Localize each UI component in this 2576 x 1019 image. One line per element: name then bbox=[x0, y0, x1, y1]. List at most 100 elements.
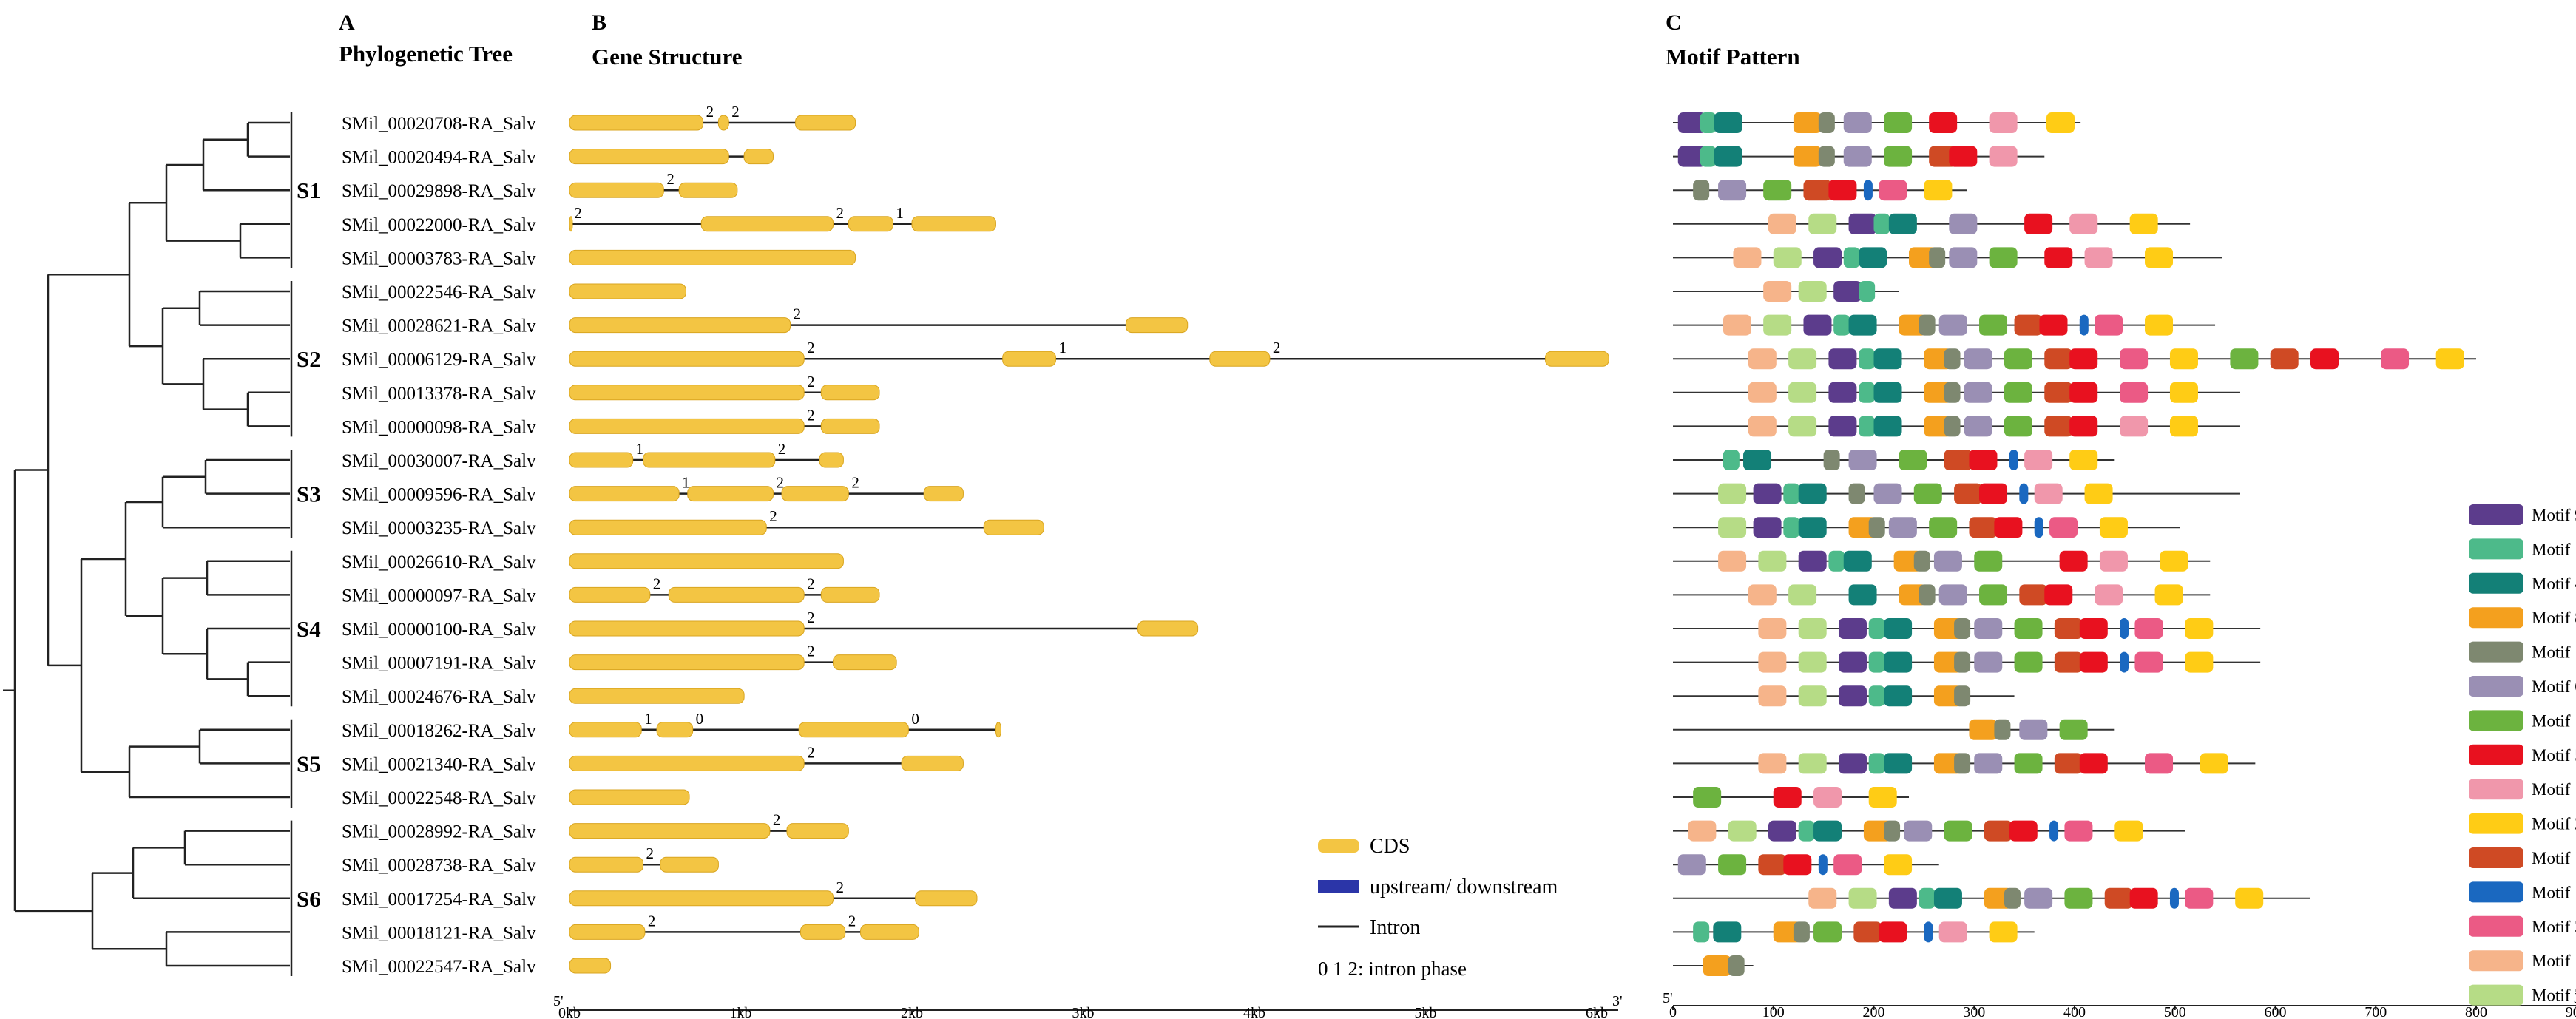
motif-7-box bbox=[1758, 550, 1787, 572]
motif-12-box bbox=[2054, 753, 2083, 774]
cds-exon bbox=[668, 586, 805, 603]
legend-motif-8-swatch bbox=[2469, 607, 2523, 629]
legend-motif-10-label: Motif 10 bbox=[2532, 952, 2576, 970]
cds-exon bbox=[795, 115, 856, 131]
legend-motif-15-label: Motif 15 bbox=[2532, 883, 2576, 901]
motif-1-box bbox=[2014, 618, 2043, 639]
cds-exon bbox=[569, 519, 767, 535]
cds-exon bbox=[743, 149, 774, 165]
motif-6-box bbox=[1718, 180, 1747, 201]
motif-1-box bbox=[1718, 854, 1747, 876]
gene-structure-legend: CDS upstream/ downstream Intron 0 1 2: i… bbox=[1318, 835, 1558, 980]
cds-exon bbox=[848, 216, 894, 232]
motif-9-box bbox=[1828, 382, 1857, 403]
motif-11-box bbox=[1693, 180, 1710, 201]
motif-2-box bbox=[2169, 382, 2198, 403]
motif-13-box bbox=[1700, 112, 1717, 133]
intron-phase: 2 bbox=[648, 912, 656, 930]
motif-1-box bbox=[1979, 314, 2008, 336]
motif-12-box bbox=[2054, 618, 2083, 639]
motif-3-box bbox=[1833, 854, 1862, 876]
motif-11-box bbox=[1994, 719, 2011, 740]
motif-7-box bbox=[1788, 584, 1817, 606]
motif-4-box bbox=[1743, 450, 1772, 470]
motif-5-box bbox=[1969, 450, 1998, 470]
motif-13-box bbox=[1859, 382, 1876, 403]
cds-exon bbox=[569, 149, 729, 165]
motif-12-box bbox=[1758, 854, 1787, 876]
motif-5-box bbox=[2129, 887, 2158, 909]
motif-2-box bbox=[2169, 348, 2198, 370]
cds-exon bbox=[915, 890, 978, 907]
motif-8-box bbox=[1793, 146, 1822, 167]
gene-axis-tick-label: 2kb bbox=[901, 1005, 923, 1019]
motif-3-box bbox=[2381, 348, 2410, 370]
motif-15-box bbox=[2049, 820, 2059, 842]
cds-exon bbox=[786, 823, 849, 839]
subfamily-brackets: S1 S2 S3 S4 S5 S6 bbox=[290, 112, 321, 976]
motif-4-box bbox=[1798, 483, 1827, 504]
motif-1-box bbox=[1884, 112, 1913, 133]
motif-7-box bbox=[1763, 314, 1792, 336]
motif-3-box bbox=[2145, 753, 2174, 774]
motif-12-box bbox=[2270, 348, 2299, 370]
legend-motif-4-swatch bbox=[2469, 572, 2523, 594]
motif-4-box bbox=[1843, 550, 1872, 572]
motif-13-box bbox=[1859, 416, 1876, 437]
motif-10-box bbox=[1718, 550, 1747, 572]
gene-axis-end: 3' bbox=[1612, 993, 1623, 1009]
cds-exon bbox=[820, 586, 880, 603]
legend-motif-14-label: Motif 14 bbox=[2532, 780, 2576, 799]
intron-phase: 2 bbox=[778, 440, 786, 458]
motif-13-box bbox=[1868, 685, 1885, 707]
intron-phase: 2 bbox=[807, 339, 815, 356]
motif-9-box bbox=[1848, 213, 1877, 234]
motif-7-box bbox=[1718, 517, 1747, 538]
motif-10-box bbox=[1758, 651, 1787, 673]
motif-5-box bbox=[1979, 483, 2008, 504]
motif-11-box bbox=[2004, 887, 2021, 909]
cds-exon bbox=[983, 519, 1044, 535]
motif-11-box bbox=[1919, 584, 1936, 606]
motif-7-box bbox=[1773, 247, 1802, 268]
motif-15-box bbox=[2120, 618, 2129, 639]
legend-motif-15-swatch bbox=[2469, 881, 2523, 903]
intron-phase: 2 bbox=[794, 305, 802, 323]
intron-phase: 2 bbox=[807, 643, 815, 660]
cds-exon bbox=[860, 924, 919, 940]
motif-4-box bbox=[1848, 584, 1877, 606]
motif-10-box bbox=[1808, 887, 1837, 909]
motif-9-box bbox=[1828, 348, 1857, 370]
motif-4-box bbox=[1873, 382, 1902, 403]
cds-exon bbox=[569, 856, 644, 873]
motif-7-box bbox=[1728, 820, 1757, 842]
cds-exon bbox=[569, 115, 704, 131]
cds-exon bbox=[1209, 351, 1271, 367]
cds-exon bbox=[569, 654, 805, 671]
motif-4-box bbox=[1798, 517, 1827, 538]
legend-motif-4-label: Motif 4 bbox=[2532, 575, 2576, 593]
motif-6-box bbox=[1974, 618, 2003, 639]
cds-exon bbox=[717, 115, 729, 131]
cds-exon bbox=[833, 654, 897, 671]
motif-6-box bbox=[1843, 112, 1872, 133]
motif-6-box bbox=[2019, 719, 2048, 740]
motif-15-box bbox=[1818, 854, 1828, 876]
motif-7-box bbox=[1718, 483, 1747, 504]
cds-exon bbox=[800, 924, 846, 940]
motif-11-box bbox=[1944, 348, 1961, 370]
motif-5-box bbox=[1773, 787, 1802, 808]
motif-8-box bbox=[1793, 112, 1822, 133]
motif-4-box bbox=[1884, 618, 1913, 639]
motif-4-box bbox=[1813, 820, 1842, 842]
motif-6-box bbox=[1848, 450, 1877, 470]
motif-2-box bbox=[2114, 820, 2143, 842]
panel-b-letter: B bbox=[592, 10, 606, 35]
gene-name: SMil_00021340-RA_Salv bbox=[342, 754, 536, 774]
intron-phase: 2 bbox=[851, 474, 859, 492]
cds-exon bbox=[820, 418, 880, 434]
motif-13-box bbox=[1868, 651, 1885, 673]
motif-1-box bbox=[2230, 348, 2259, 370]
motif-11-box bbox=[1884, 820, 1901, 842]
motif-12-box bbox=[2044, 416, 2073, 437]
